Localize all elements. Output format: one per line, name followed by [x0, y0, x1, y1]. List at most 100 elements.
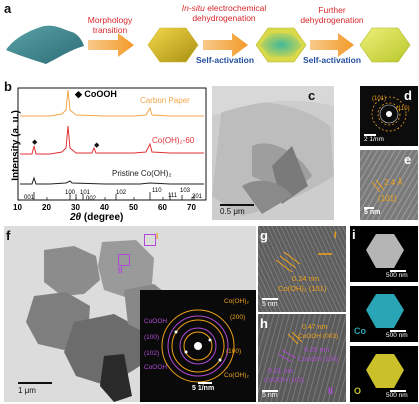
xtick-20: 20	[42, 203, 51, 212]
hkl-110: 110	[152, 188, 162, 194]
step-2-sub: Self-activation	[195, 55, 255, 65]
ann-h-2: 0.25 nm	[304, 347, 330, 354]
ann-h-4: 0.21 nm	[268, 368, 294, 375]
inset-label-r2: (100)	[226, 348, 242, 355]
trace-coOH2-60	[20, 125, 204, 155]
inset-label-l3: CoOOH	[144, 364, 168, 371]
scale-bar-i2	[390, 390, 406, 392]
scale-bar-i1	[390, 330, 406, 332]
scale-text-h: 5 nm	[262, 392, 278, 399]
xtick-10: 10	[13, 203, 22, 212]
tem-image-c: c 0.5 μm	[212, 86, 334, 220]
svg-text:◆: ◆	[32, 138, 38, 146]
inset-label-r3: Co(OH)₂	[224, 372, 249, 379]
inset-label-l1: (100)	[144, 334, 160, 341]
spacing-e: 2.4 Å	[384, 178, 403, 187]
nanosheet-shape	[6, 25, 84, 64]
hrtem-image-e: e 2.4 Å (101) 5 nm	[360, 150, 418, 220]
saed-inset-f: CoOOH (100) (102) CoOOH Co(OH)₂ (200) (1…	[140, 290, 256, 402]
arrow-3	[310, 33, 354, 57]
hkl-002: 002	[86, 196, 97, 202]
eds-label-o: O	[354, 386, 362, 396]
scale-text-d: 2 1/nm	[364, 136, 384, 143]
ann-h-3: CoOOH (100)	[298, 356, 339, 363]
hexagon-1	[147, 27, 199, 63]
scale-text-i0: 500 nm	[386, 272, 408, 279]
saed-image-d: d (101) (110) 2 1/nm	[360, 86, 418, 146]
ring-101: (101)	[372, 96, 387, 102]
xtick-60: 60	[158, 203, 167, 212]
schematic-a	[6, 25, 411, 64]
scale-text-i2: 500 nm	[386, 392, 408, 399]
plane-e: (101)	[378, 194, 397, 203]
panel-label-e: e	[404, 152, 412, 167]
eds-co-map: Co 500 nm	[350, 286, 418, 342]
scale-text-i1: 500 nm	[386, 332, 408, 339]
ann-h-1: CoOOH (003)	[298, 333, 339, 340]
panel-label-d: d	[404, 88, 412, 103]
inset-label-l0: CoOOH	[144, 318, 168, 325]
hkl-001: 001	[24, 195, 35, 201]
inset-scale-bar	[198, 382, 212, 384]
spacing-g: 0.24 nm	[292, 274, 320, 283]
trace-pristine	[20, 176, 204, 185]
panel-label-h: h	[260, 316, 268, 331]
scale-bar-i0	[390, 270, 406, 272]
scale-bar-c	[220, 204, 254, 206]
trace-carbon-paper	[20, 89, 204, 117]
inset-label-r1: (200)	[230, 314, 246, 321]
legend-coOOH: ◆ CoOOH	[75, 89, 117, 99]
step-3-title: Further dehydrogenation	[300, 5, 364, 25]
hkl-102: 102	[116, 190, 127, 196]
ring-110: (110)	[396, 106, 410, 112]
scale-text-c: 0.5 μm	[220, 207, 245, 216]
hkl-111: 111	[168, 193, 178, 199]
panel-label-c: c	[308, 88, 316, 103]
hrtem-image-g: g I 0.24 nm Co(OH)₂ (101) 5 nm	[258, 226, 346, 312]
label-carbon-paper: Carbon Paper	[140, 96, 190, 105]
ann-h-0: 0.47 nm	[302, 324, 328, 331]
hkl-101: 101	[80, 190, 91, 196]
scale-bar-f	[18, 382, 52, 384]
label-pristine: Pristine Co(OH)₂	[112, 169, 172, 178]
step-1-title: Morphology transition	[87, 15, 133, 35]
phase-g: Co(OH)₂ (101)	[278, 284, 327, 293]
marker-II-box	[118, 254, 130, 266]
scale-bar-g	[262, 298, 278, 300]
inset-label-r0: Co(OH)₂	[224, 298, 249, 305]
eds-o-map: O 500 nm	[350, 346, 418, 402]
ann-h-5: CoOOH (102)	[264, 377, 305, 384]
scale-text-g: 5 nm	[262, 301, 278, 308]
hkl-100: 100	[65, 190, 76, 196]
marker-g: I	[334, 230, 337, 240]
step-3-sub: Self-activation	[302, 55, 362, 65]
scale-bar-h	[262, 390, 278, 392]
arrow-1	[88, 33, 134, 57]
xtick-30: 30	[71, 203, 80, 212]
panel-label-g: g	[260, 228, 268, 243]
panel-label-f: f	[6, 228, 11, 243]
xlabel-b: 2θ (degree)	[70, 212, 124, 223]
hrtem-image-h: h 0.47 nm CoOOH (003) 0.25 nm CoOOH (100…	[258, 314, 346, 402]
panel-label-i: i	[352, 227, 356, 242]
xtick-40: 40	[100, 203, 109, 212]
marker-II: II	[118, 266, 123, 275]
marker-h: II	[328, 386, 334, 396]
scale-text-f: 1 μm	[18, 386, 36, 395]
hexagon-3	[359, 27, 411, 63]
xrd-plot: ◆ ◆	[17, 87, 207, 201]
xtick-70: 70	[187, 203, 196, 212]
inset-label-l2: (102)	[144, 350, 160, 357]
eds-label-co: Co	[354, 326, 366, 336]
scale-bar-d	[364, 134, 376, 136]
inset-scale-text: 5 1/nm	[192, 385, 215, 392]
step-2-title: In-situ electrochemical dehydrogenation	[181, 3, 267, 23]
marker-I: I	[156, 232, 159, 241]
panel-label-b: b	[4, 79, 12, 94]
haadf-image-i: i 500 nm	[350, 226, 418, 282]
label-coOH2-60: Co(OH)₂-60	[152, 136, 195, 145]
scale-bar-e	[364, 207, 374, 209]
arrow-2	[203, 33, 248, 57]
svg-text:◆: ◆	[94, 141, 100, 149]
hkl-201: 201	[192, 194, 203, 200]
